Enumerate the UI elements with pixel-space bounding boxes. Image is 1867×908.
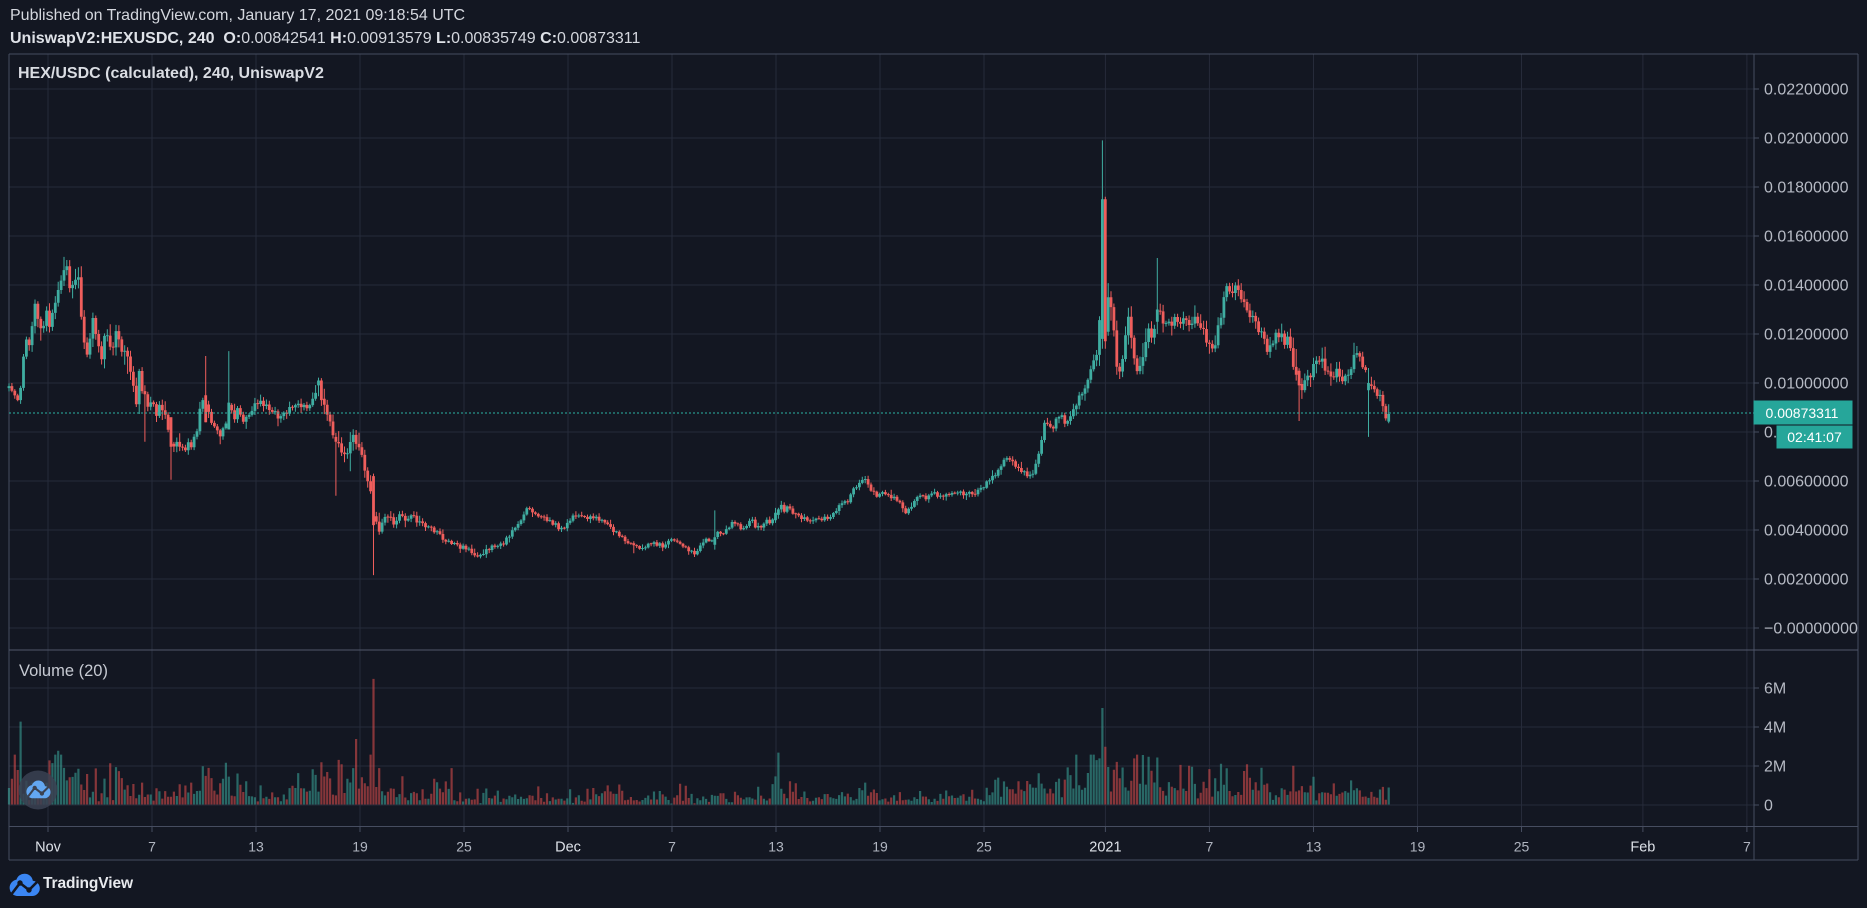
svg-text:13: 13 — [248, 839, 264, 855]
svg-text:19: 19 — [872, 839, 888, 855]
svg-text:25: 25 — [976, 839, 992, 855]
svg-text:0.00873311: 0.00873311 — [1766, 405, 1839, 421]
svg-text:Dec: Dec — [555, 840, 581, 856]
svg-text:Nov: Nov — [35, 840, 62, 856]
svg-text:2021: 2021 — [1089, 840, 1121, 856]
svg-text:0.01800000: 0.01800000 — [1764, 180, 1849, 197]
svg-text:0.02000000: 0.02000000 — [1764, 131, 1849, 148]
svg-text:0.01000000: 0.01000000 — [1764, 376, 1849, 393]
svg-text:0: 0 — [1764, 798, 1773, 815]
svg-text:13: 13 — [1306, 839, 1322, 855]
svg-text:7: 7 — [1743, 839, 1751, 855]
svg-text:2M: 2M — [1764, 759, 1786, 776]
svg-text:02:41:07: 02:41:07 — [1787, 429, 1842, 445]
svg-text:19: 19 — [352, 839, 368, 855]
svg-text:0.02200000: 0.02200000 — [1764, 82, 1849, 99]
svg-text:7: 7 — [1206, 839, 1214, 855]
svg-text:0.00400000: 0.00400000 — [1764, 523, 1849, 540]
svg-text:7: 7 — [668, 839, 676, 855]
svg-text:4M: 4M — [1764, 720, 1786, 737]
svg-text:7: 7 — [148, 839, 156, 855]
svg-text:6M: 6M — [1764, 681, 1786, 698]
svg-text:Feb: Feb — [1630, 840, 1655, 856]
svg-text:0.01600000: 0.01600000 — [1764, 229, 1849, 246]
svg-text:0.00600000: 0.00600000 — [1764, 474, 1849, 491]
svg-text:−0.00000000: −0.00000000 — [1764, 621, 1858, 638]
svg-text:25: 25 — [456, 839, 472, 855]
svg-text:0.00200000: 0.00200000 — [1764, 572, 1849, 589]
svg-text:13: 13 — [768, 839, 784, 855]
svg-text:0.01400000: 0.01400000 — [1764, 278, 1849, 295]
svg-text:0.01200000: 0.01200000 — [1764, 327, 1849, 344]
svg-text:19: 19 — [1410, 839, 1426, 855]
svg-text:25: 25 — [1514, 839, 1530, 855]
